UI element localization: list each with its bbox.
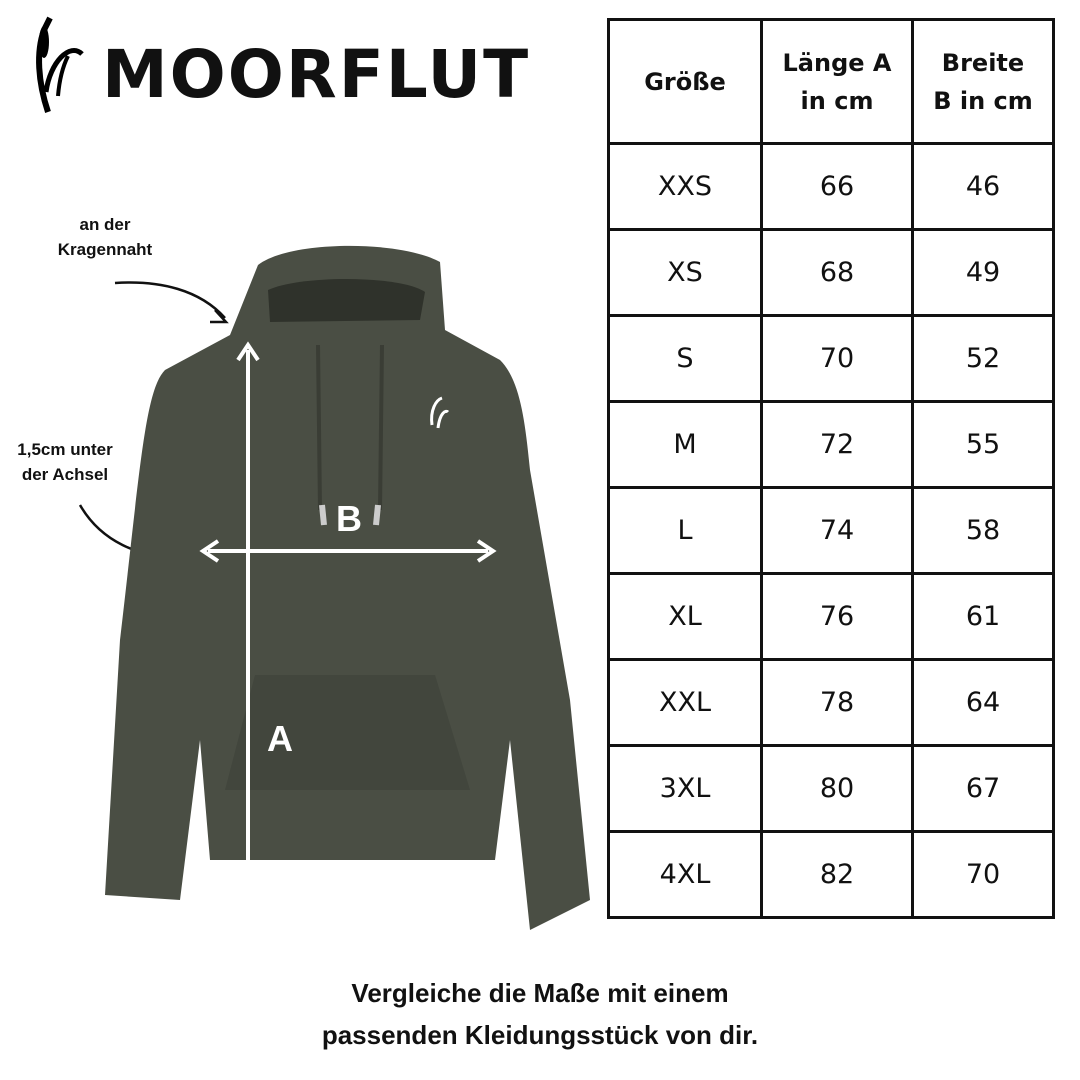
table-row: XS 68 49	[607, 228, 1055, 317]
table-row: L 74 58	[607, 486, 1055, 575]
table-cell: 55	[911, 400, 1055, 489]
brand-logo: MOORFLUT	[30, 12, 528, 127]
armpit-note: 1,5cm unter der Achsel	[0, 437, 130, 487]
hoodie-shape	[105, 245, 590, 930]
table-cell: 58	[911, 486, 1055, 575]
armpit-note-line: der Achsel	[21, 465, 109, 484]
table-cell: XL	[607, 572, 763, 661]
table-row: S 70 52	[607, 314, 1055, 403]
table-cell: 67	[911, 744, 1055, 833]
table-cell: 72	[760, 400, 914, 489]
table-cell: 66	[760, 142, 914, 231]
table-row: XXL 78 64	[607, 658, 1055, 747]
table-cell: L	[607, 486, 763, 575]
header-text: B in cm	[933, 86, 1033, 115]
footer-note: Vergleiche die Maße mit einem passenden …	[0, 972, 1080, 1056]
table-cell: 82	[760, 830, 914, 919]
table-cell: 3XL	[607, 744, 763, 833]
header-text: Breite	[941, 48, 1025, 77]
table-row: 4XL 82 70	[607, 830, 1055, 919]
table-cell: M	[607, 400, 763, 489]
table-cell: 52	[911, 314, 1055, 403]
table-cell: 68	[760, 228, 914, 317]
table-cell: 80	[760, 744, 914, 833]
table-cell: 61	[911, 572, 1055, 661]
header-size: Größe	[607, 18, 763, 145]
table-cell: 46	[911, 142, 1055, 231]
header-text: Größe	[644, 67, 726, 96]
table-cell: 70	[911, 830, 1055, 919]
collar-note-line: Kragennaht	[57, 240, 153, 259]
table-cell: S	[607, 314, 763, 403]
table-cell: 74	[760, 486, 914, 575]
measure-arrows	[199, 341, 497, 901]
table-cell: 70	[760, 314, 914, 403]
header-text: in cm	[800, 86, 874, 115]
chest-logo-icon	[430, 396, 450, 429]
table-cell: 49	[911, 228, 1055, 317]
brand-name: MOORFLUT	[102, 36, 531, 113]
armpit-note-line: 1,5cm unter	[17, 440, 113, 459]
collar-note-line: an der	[79, 215, 131, 234]
label-a: A	[267, 718, 293, 759]
collar-note: an der Kragennaht	[40, 212, 170, 262]
table-row: 3XL 80 67	[607, 744, 1055, 833]
header-length: Länge A in cm	[760, 18, 914, 145]
table-cell: 76	[760, 572, 914, 661]
footer-line: Vergleiche die Maße mit einem	[351, 978, 729, 1008]
header-width: Breite B in cm	[911, 18, 1055, 145]
table-cell: XXS	[607, 142, 763, 231]
table-row: M 72 55	[607, 400, 1055, 489]
table-header-row: Größe Länge A in cm Breite B in cm	[607, 18, 1055, 145]
label-b: B	[336, 498, 362, 539]
cattail-logo-icon	[36, 16, 84, 113]
table-cell: 64	[911, 658, 1055, 747]
hoodie-illustration	[78, 245, 590, 930]
table-row: XL 76 61	[607, 572, 1055, 661]
size-table: Größe Länge A in cm Breite B in cm XXS 66 46…	[607, 18, 1055, 919]
collar-pointer-arrow	[114, 281, 226, 319]
table-cell: 78	[760, 658, 914, 747]
header-text: Länge A	[782, 48, 892, 77]
footer-line: passenden Kleidungsstück von dir.	[321, 1020, 759, 1050]
table-cell: XS	[607, 228, 763, 317]
table-cell: 4XL	[607, 830, 763, 919]
table-cell: XXL	[607, 658, 763, 747]
table-row: XXS 66 46	[607, 142, 1055, 231]
